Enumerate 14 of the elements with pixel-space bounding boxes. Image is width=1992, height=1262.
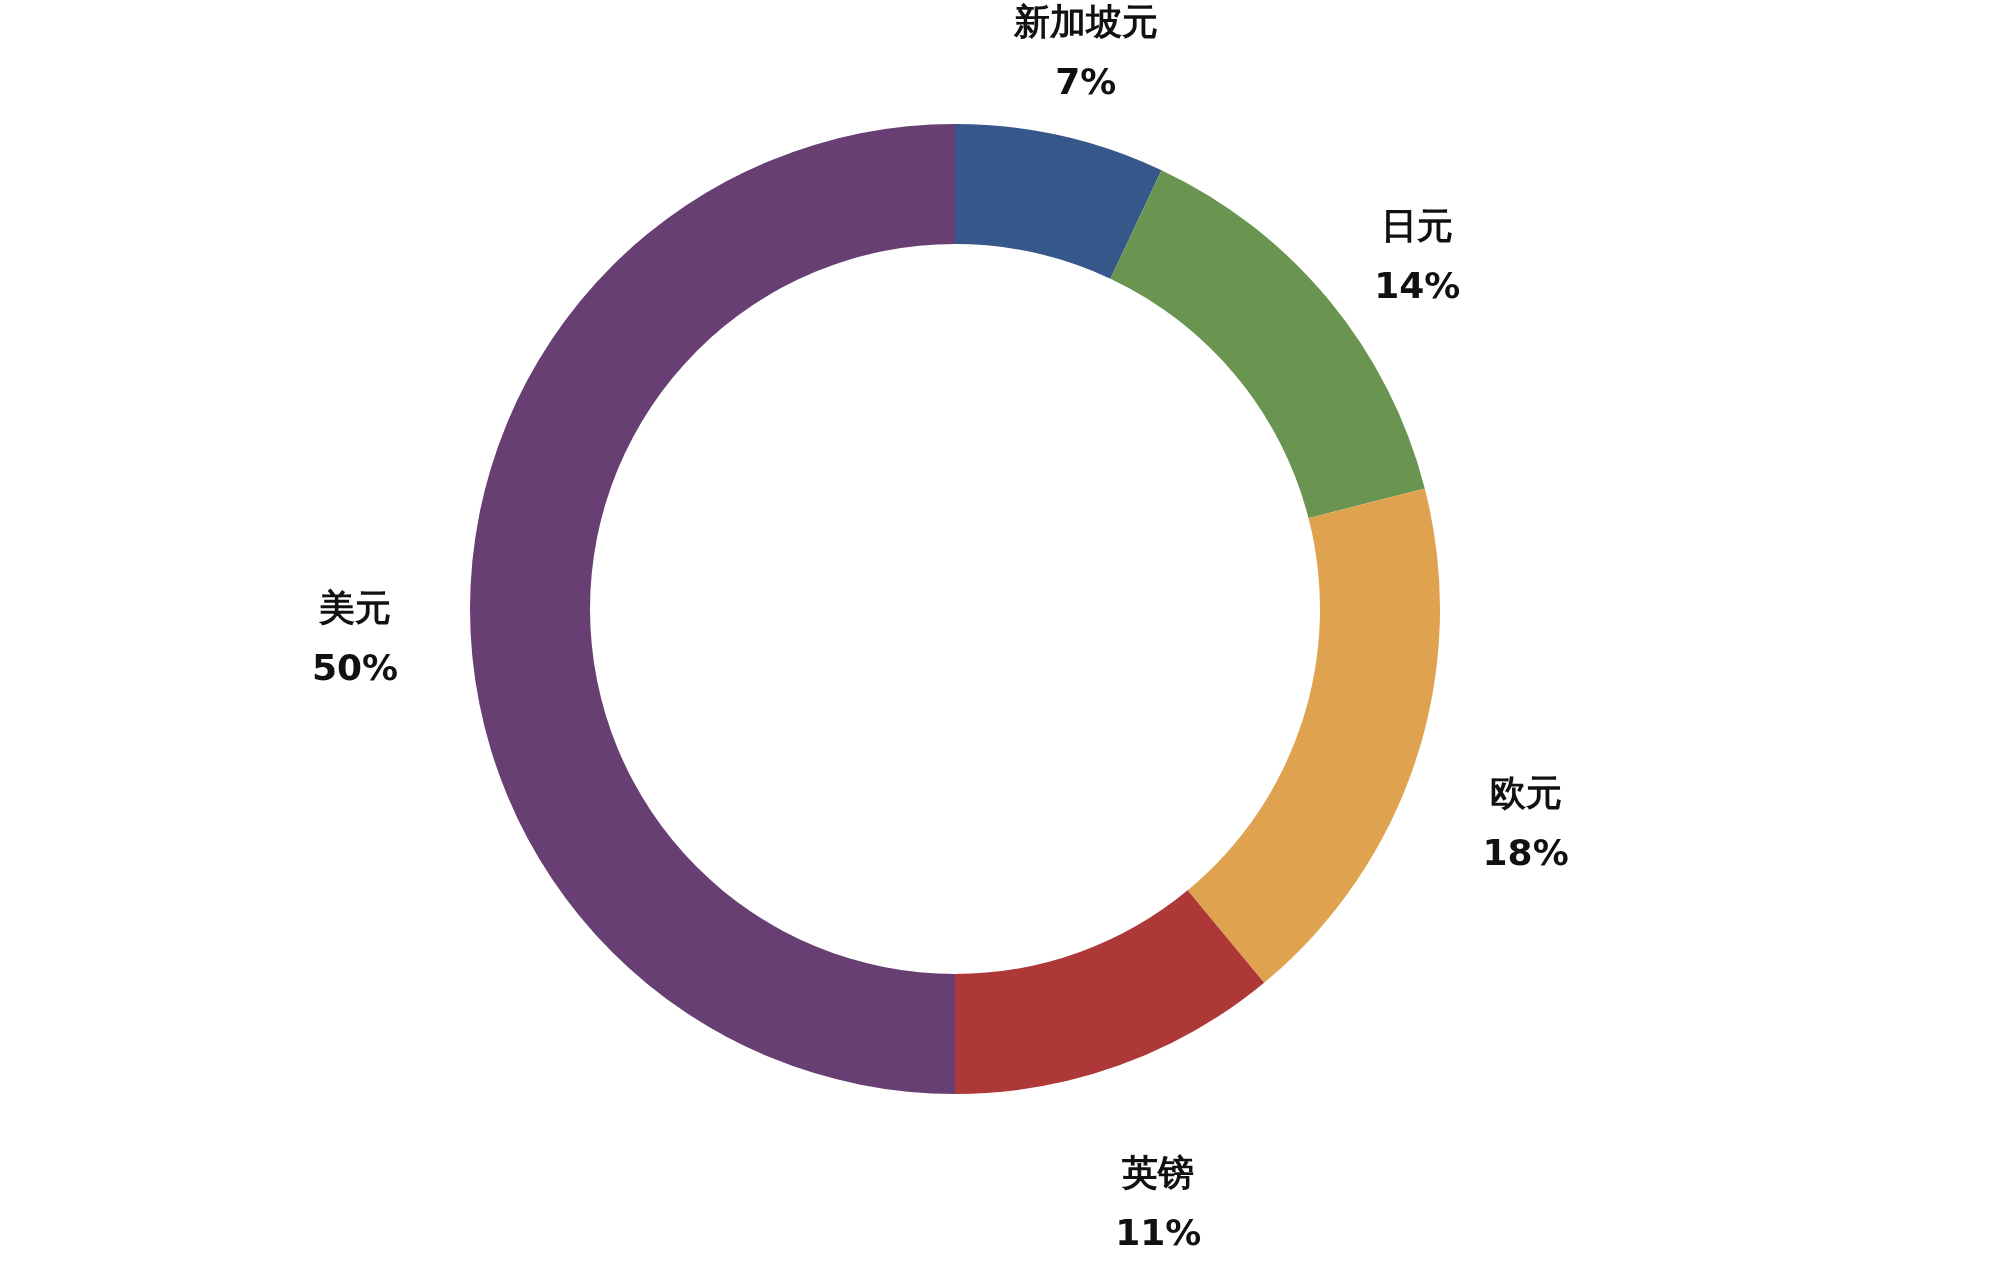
slice-label: 英镑 (1121, 1151, 1195, 1193)
data-label: 14% (1374, 264, 1461, 306)
slice-label: 美元 (318, 587, 391, 628)
slice-label: 欧元 (1489, 772, 1562, 814)
donut-slice (1187, 488, 1440, 983)
data-label: 18% (1482, 832, 1569, 874)
data-label: 50% (311, 647, 399, 688)
data-label: 7% (1055, 61, 1117, 103)
donut-slice (470, 124, 955, 1094)
slice-label: 日元 (1381, 204, 1454, 246)
donut-slice (955, 890, 1265, 1094)
data-label: 11% (1115, 1211, 1202, 1253)
donut-slice (955, 124, 1162, 279)
slice-label: 新加坡元 (1012, 1, 1158, 43)
